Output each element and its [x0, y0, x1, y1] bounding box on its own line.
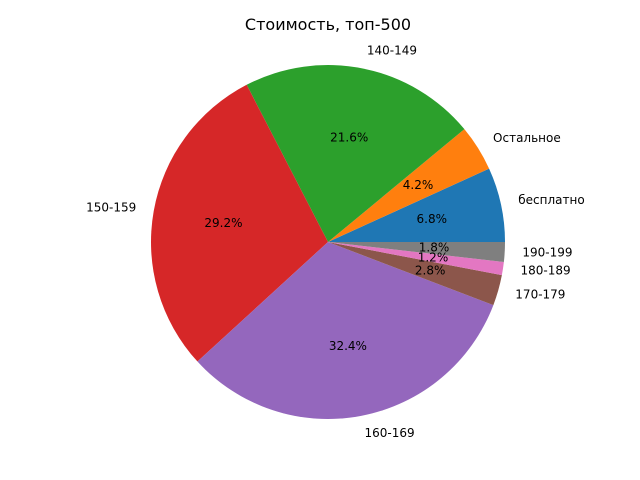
- slice-label-140-149: 140-149: [367, 44, 417, 58]
- slice-label-free: бесплатно: [518, 193, 584, 207]
- pie-slice-free: [328, 168, 505, 242]
- slice-percent-190-199: 1.8%: [419, 241, 450, 255]
- pie-slices: [151, 65, 505, 419]
- pie-slice-190-199: [328, 242, 505, 262]
- slice-percent-other: 4.2%: [403, 178, 434, 192]
- pie-slice-150-159: [151, 84, 328, 362]
- pie-slice-180-189: [328, 242, 504, 276]
- slice-label-150-159: 150-159: [86, 200, 136, 214]
- pie-slice-140-149: [246, 65, 465, 242]
- slice-percent-140-149: 21.6%: [330, 130, 368, 144]
- slice-label-180-189: 180-189: [520, 264, 570, 278]
- chart-title: Стоимость, топ-500: [245, 15, 411, 34]
- pie-slice-170-179: [328, 242, 502, 306]
- slice-percent-150-159: 29.2%: [204, 216, 242, 230]
- slice-label-other: Остальное: [493, 131, 561, 145]
- slice-label-160-169: 160-169: [364, 426, 414, 440]
- pie-slice-other: [328, 129, 490, 242]
- pie-labels: бесплатно 6.8% Остальное 4.2% 140-149 21.6% 15…: [86, 44, 585, 440]
- slice-label-170-179: 170-179: [515, 288, 565, 302]
- pie-slice-160-169: [197, 242, 494, 419]
- slice-percent-160-169: 32.4%: [329, 339, 367, 353]
- slice-percent-free: 6.8%: [417, 212, 448, 226]
- slice-percent-170-179: 2.8%: [415, 263, 446, 277]
- slice-label-190-199: 190-199: [522, 246, 572, 260]
- slice-percent-180-189: 1.2%: [418, 250, 449, 264]
